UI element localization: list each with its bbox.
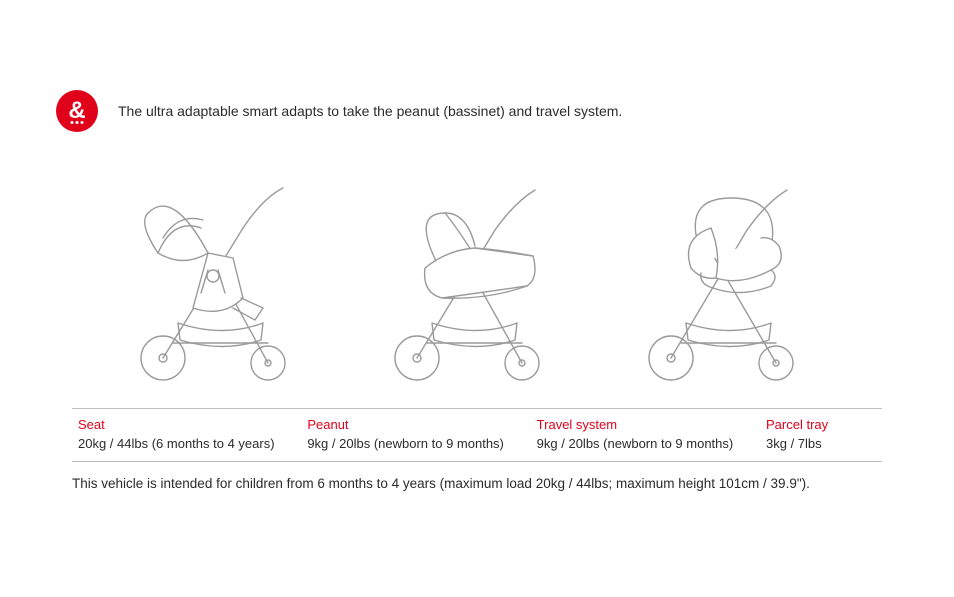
stroller-seat-icon [113,158,333,388]
spec-value: 20kg / 44lbs (6 months to 4 years) [78,436,293,451]
stroller-bassinet-icon [367,158,587,388]
spec-col-seat: Seat 20kg / 44lbs (6 months to 4 years) [78,417,307,451]
spec-header: Peanut [307,417,522,432]
spec-value: 9kg / 20lbs (newborn to 9 months) [307,436,522,451]
spec-header: Parcel tray [766,417,862,432]
intro-text: The ultra adaptable smart adapts to take… [118,103,622,119]
spec-header: Travel system [537,417,752,432]
spec-value: 9kg / 20lbs (newborn to 9 months) [537,436,752,451]
spec-header: Seat [78,417,293,432]
spec-col-parcel-tray: Parcel tray 3kg / 7lbs [766,417,876,451]
brand-logo-icon: & [56,90,98,132]
footnote-text: This vehicle is intended for children fr… [72,476,882,491]
stroller-travel-system-icon [621,158,841,388]
logo-glyph: & [68,97,85,125]
page: & The ultra adaptable smart adapts to ta… [0,0,954,597]
spec-col-peanut: Peanut 9kg / 20lbs (newborn to 9 months) [307,417,536,451]
illustration-row [56,158,898,388]
intro-row: & The ultra adaptable smart adapts to ta… [56,90,898,132]
spec-col-travel-system: Travel system 9kg / 20lbs (newborn to 9 … [537,417,766,451]
spec-value: 3kg / 7lbs [766,436,862,451]
specs-table: Seat 20kg / 44lbs (6 months to 4 years) … [72,408,882,462]
